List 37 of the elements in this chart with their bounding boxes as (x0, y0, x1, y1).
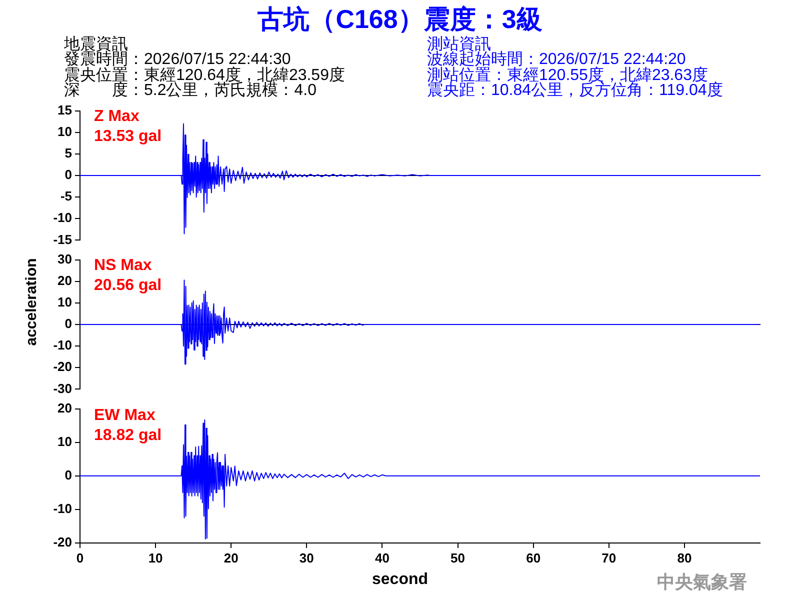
x-tick-label: 30 (299, 550, 314, 566)
y-tick-label: -10 (53, 338, 72, 353)
y-tick-label: 0 (64, 316, 72, 332)
chart-title: 古坑（C168）震度：3級 (258, 4, 542, 34)
y-tick-label: -20 (53, 534, 72, 550)
y-tick-label: 10 (58, 124, 72, 139)
annotation: Z Max 13.53 gal (94, 107, 162, 147)
y-tick-label: 5 (64, 146, 72, 161)
y-tick-label: 15 (58, 102, 72, 118)
y-tick-label: -10 (53, 210, 72, 226)
x-tick-label: 50 (450, 550, 466, 566)
y-tick-label: 10 (58, 434, 72, 449)
x-tick-label: 40 (374, 550, 390, 566)
annotation: EW Max 18.82 gal (94, 406, 162, 446)
y-tick-label: 0 (64, 167, 72, 182)
y-tick-label: -15 (53, 232, 72, 247)
y-tick-label: 20 (58, 400, 72, 416)
y-tick-label: -20 (53, 359, 72, 374)
x-tick-label: 70 (602, 550, 616, 566)
y-tick-label: 30 (58, 251, 72, 266)
y-tick-label: 0 (64, 467, 72, 482)
y-tick-label: -30 (53, 380, 72, 396)
y-tick-label: -5 (60, 188, 72, 204)
x-tick-label: 0 (76, 550, 84, 566)
x-tick-label: 20 (224, 550, 238, 566)
y-axis-title: acceleration (23, 258, 41, 346)
text: 深 度：5.2公里，芮氏規模：4.0 (64, 82, 316, 99)
x-tick-label: 60 (526, 550, 541, 566)
y-tick-label: 20 (58, 272, 72, 288)
annotation: NS Max 20.56 gal (94, 256, 162, 296)
text: 中央氣象署 (657, 572, 747, 592)
x-tick-label: 80 (677, 550, 692, 566)
y-tick-label: 10 (58, 294, 72, 310)
y-tick-label: -10 (53, 501, 72, 516)
text: 震央距：10.84公里，反方位角：119.04度 (427, 82, 723, 99)
x-tick-label: 10 (148, 550, 163, 566)
x-axis-title: second (372, 570, 428, 590)
